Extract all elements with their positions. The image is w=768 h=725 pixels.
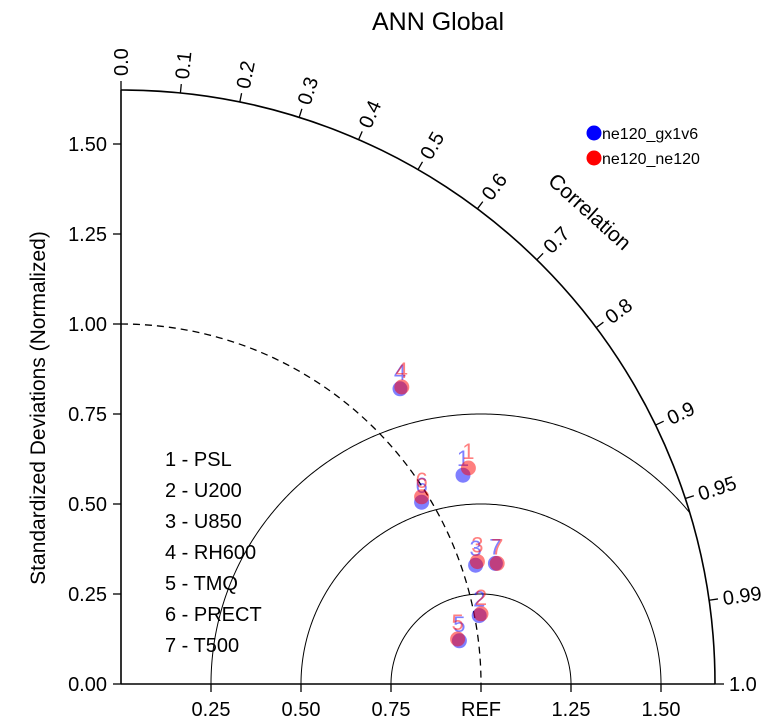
correlation-tick-label: 0.1 (172, 50, 197, 80)
correlation-tick (685, 495, 695, 500)
rms-arc (300, 503, 662, 685)
data-point (473, 606, 489, 622)
y-axis-label: Standardized Deviations (Normalized) (27, 231, 50, 585)
correlation-tick (417, 161, 424, 170)
x-tick-label: 0.25 (192, 699, 231, 721)
data-point-label: 3 (471, 533, 483, 558)
variable-key-item: 1 - PSL (165, 449, 232, 471)
data-point (414, 489, 430, 505)
legend-marker (586, 125, 602, 141)
data-point (489, 555, 505, 571)
correlation-tick-label: 0.3 (294, 74, 323, 107)
data-point-label: 5 (451, 610, 463, 635)
plot-frame (120, 89, 716, 685)
correlation-tick (239, 93, 243, 103)
variable-key: 1 - PSL 2 - U200 3 - U850 4 - RH600 5 - TMQ 6… (165, 449, 262, 657)
legend: ne120_gx1v6 ne120_ne120 (586, 125, 700, 168)
variable-key-item: 6 - PRECT (165, 604, 262, 626)
data-point-label: 2 (475, 585, 487, 610)
correlation-tick (655, 420, 664, 426)
data-point-label: 7 (491, 534, 503, 559)
correlation-ray (121, 328, 596, 684)
correlation-tick-label: 0.95 (695, 473, 739, 506)
x-tick-label: REF (461, 699, 501, 721)
data-point-label: 4 (396, 358, 408, 383)
legend-label: ne120_gx1v6 (602, 126, 698, 143)
data-point (469, 554, 485, 570)
correlation-tick (595, 321, 604, 329)
variable-key-item: 4 - RH600 (165, 542, 256, 564)
data-point-label: 4 (394, 360, 406, 385)
correlation-tick-label: 0.6 (478, 169, 512, 204)
reference-std-arc (120, 323, 482, 685)
correlation-tick (708, 598, 719, 601)
data-point-label: 7 (489, 534, 501, 559)
correlation-tick-label: 0.2 (233, 59, 260, 91)
y-tick-label: 0.50 (68, 494, 107, 516)
correlation-tick-label: 0.8 (601, 295, 636, 329)
correlation-tick (179, 83, 182, 94)
axis-ticks (113, 81, 724, 692)
data-point (450, 631, 466, 647)
rms-arc (210, 413, 690, 685)
y-tick-label: 0.25 (68, 584, 107, 606)
y-tick-label: 0.75 (68, 404, 107, 426)
x-tick-label: 1.50 (642, 699, 681, 721)
correlation-tick-label: 0.7 (539, 223, 574, 258)
rms-arc (390, 593, 572, 684)
outer-arc (120, 89, 716, 685)
data-point-label: 1 (462, 439, 474, 464)
rms-arcs (120, 323, 690, 685)
data-point (394, 379, 410, 395)
data-point-label: 2 (473, 587, 485, 612)
variable-key-item: 7 - T500 (165, 635, 239, 657)
x-tick-label: 0.50 (282, 699, 321, 721)
correlation-tick-label: 1.0 (729, 674, 757, 696)
x-tick-label: 1.25 (552, 699, 591, 721)
correlation-tick-label: 0.4 (355, 97, 386, 131)
variable-key-item: 3 - U850 (165, 511, 242, 533)
correlation-tick (536, 252, 544, 261)
variable-key-item: 2 - U200 (165, 480, 242, 502)
y-tick-label: 1.50 (68, 134, 107, 156)
data-point-label: 5 (453, 612, 465, 637)
legend-label: ne120_ne120 (602, 151, 700, 168)
chart-title: ANN Global (372, 8, 504, 36)
variable-key-item: 5 - TMQ (165, 573, 238, 595)
x-tick-label: 0.75 (372, 699, 411, 721)
correlation-tick (298, 108, 303, 118)
correlation-tick (476, 201, 484, 210)
data-point (460, 460, 476, 476)
y-tick-label: 0.00 (68, 674, 107, 696)
data-point-label: 6 (415, 468, 427, 493)
correlation-tick-label: 0.5 (416, 128, 449, 163)
correlation-tick-label: 0.99 (721, 583, 763, 610)
y-tick-label: 1.25 (68, 224, 107, 246)
correlation-tick-label: 0.0 (111, 48, 133, 76)
y-tick-label: 1.00 (68, 314, 107, 336)
correlation-tick-label: 0.9 (664, 398, 699, 430)
legend-marker (586, 150, 602, 166)
correlation-tick (358, 131, 363, 140)
